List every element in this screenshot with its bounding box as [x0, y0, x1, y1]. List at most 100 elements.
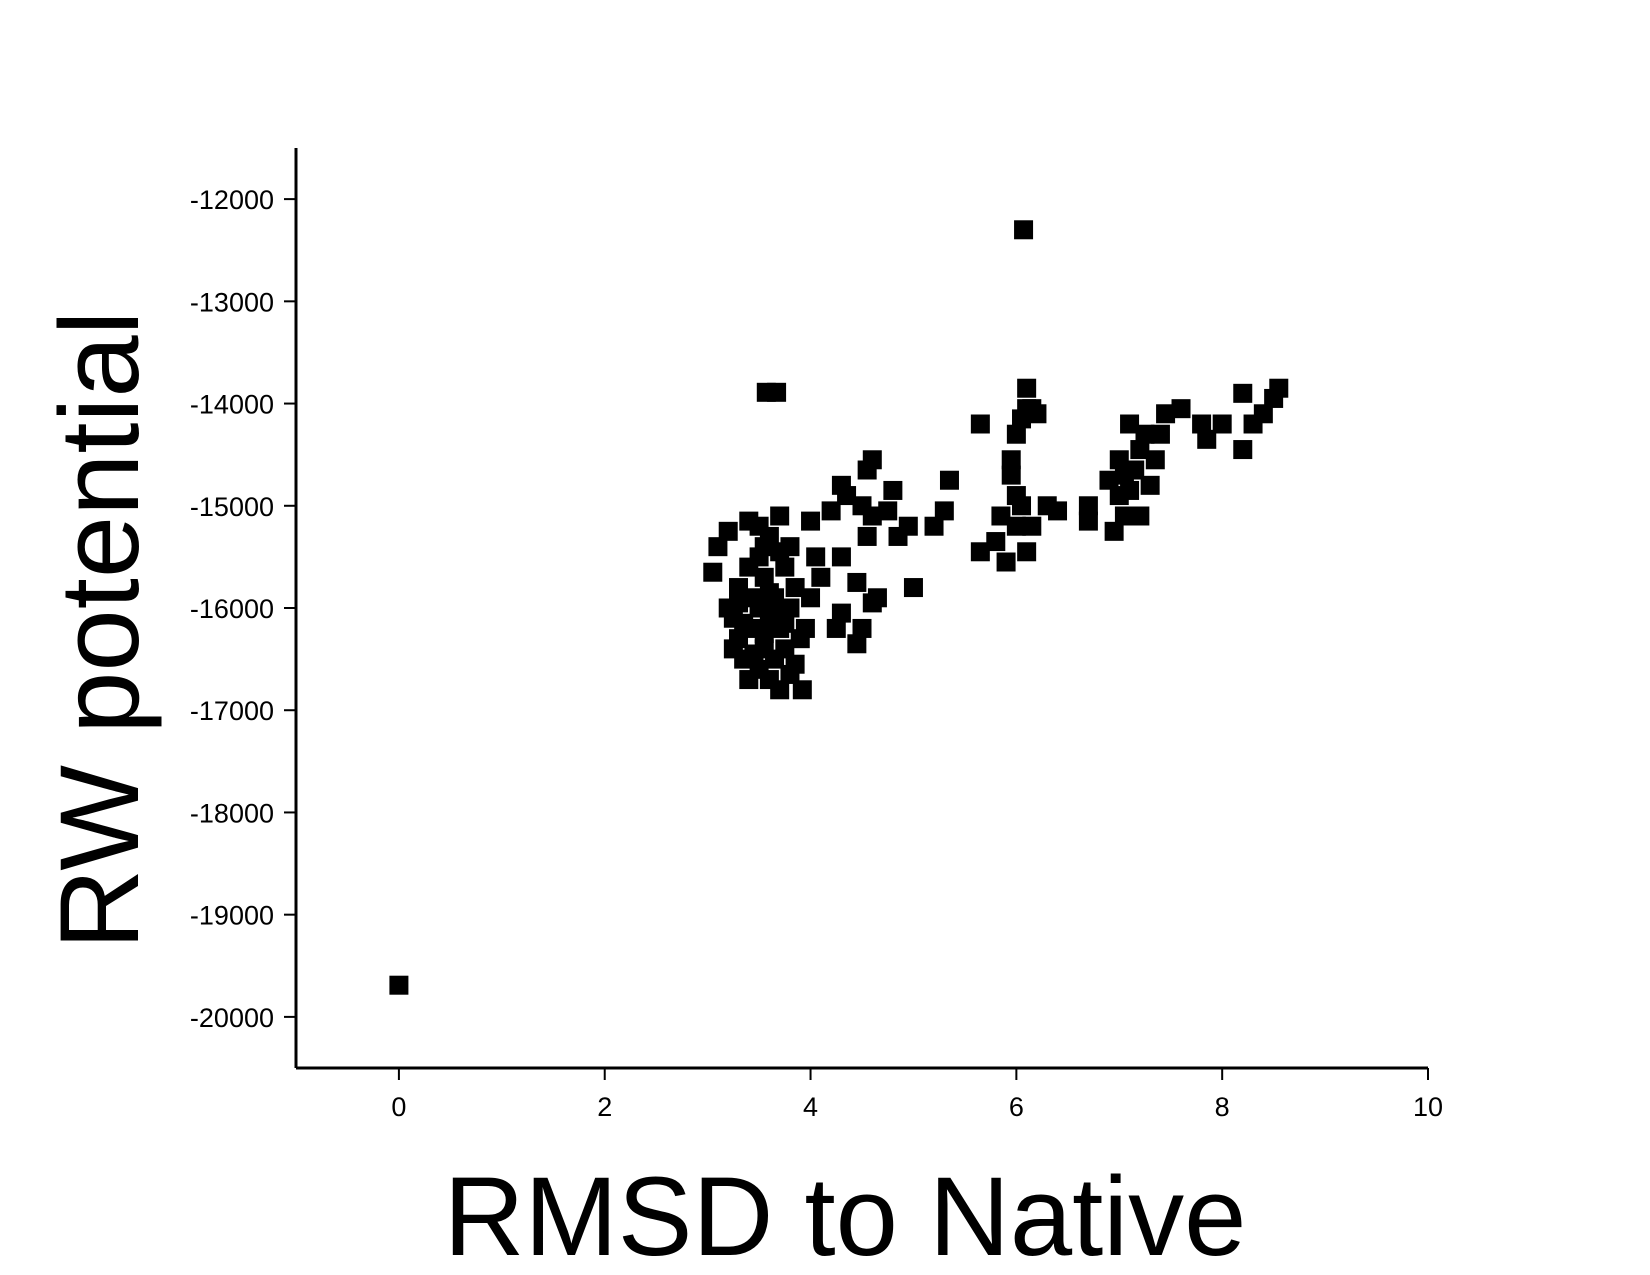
point — [718, 521, 738, 541]
point — [986, 532, 1006, 552]
point — [811, 567, 831, 587]
point — [1156, 404, 1176, 424]
point — [1001, 450, 1021, 470]
point — [754, 624, 774, 644]
x-tick-label: 10 — [1413, 1092, 1443, 1122]
point — [734, 613, 754, 633]
y-tick-label: -19000 — [190, 901, 274, 931]
point — [826, 618, 846, 638]
point — [847, 572, 867, 592]
point — [1145, 450, 1165, 470]
point — [831, 603, 851, 623]
point — [723, 639, 743, 659]
point — [1006, 516, 1026, 536]
point — [1212, 414, 1232, 434]
point — [1012, 496, 1032, 516]
point — [775, 613, 795, 633]
y-tick-label: -20000 — [190, 1003, 274, 1033]
point — [831, 547, 851, 567]
point — [1197, 429, 1217, 449]
point — [1104, 521, 1124, 541]
point — [749, 516, 769, 536]
point — [1078, 496, 1098, 516]
point — [780, 598, 800, 618]
point — [795, 618, 815, 638]
point — [1014, 220, 1034, 240]
point — [1099, 470, 1119, 490]
point — [1135, 424, 1155, 444]
point — [1022, 516, 1042, 536]
point — [924, 516, 944, 536]
point — [780, 537, 800, 557]
y-tick-label: -15000 — [190, 492, 274, 522]
point — [970, 414, 990, 434]
point — [785, 578, 805, 598]
point — [847, 634, 867, 654]
point — [898, 516, 918, 536]
point — [754, 537, 774, 557]
point — [1078, 511, 1098, 531]
point — [1017, 378, 1037, 398]
x-tick-label: 2 — [597, 1092, 612, 1122]
point — [1233, 440, 1253, 460]
x-tick-label: 6 — [1009, 1092, 1024, 1122]
point — [1150, 424, 1170, 444]
point — [1120, 480, 1140, 500]
point — [862, 506, 882, 526]
point — [759, 583, 779, 603]
point — [1027, 404, 1047, 424]
point — [1001, 465, 1021, 485]
point — [1006, 424, 1026, 444]
point — [857, 526, 877, 546]
point — [792, 680, 812, 700]
point — [852, 618, 872, 638]
point — [883, 480, 903, 500]
point — [903, 578, 923, 598]
point — [1192, 414, 1212, 434]
point — [867, 588, 887, 608]
point — [1171, 399, 1191, 419]
y-tick-label: -13000 — [190, 287, 274, 317]
point — [775, 557, 795, 577]
point — [991, 506, 1011, 526]
point — [878, 501, 898, 521]
point — [708, 537, 728, 557]
y-tick-label: -12000 — [190, 185, 274, 215]
point — [1109, 450, 1129, 470]
point — [806, 547, 826, 567]
point — [996, 552, 1016, 572]
point — [801, 588, 821, 608]
point — [1125, 460, 1145, 480]
point — [739, 557, 759, 577]
point — [767, 382, 787, 402]
point — [934, 501, 954, 521]
point — [785, 654, 805, 674]
point — [770, 506, 790, 526]
x-tick-label: 8 — [1215, 1092, 1230, 1122]
point — [729, 578, 749, 598]
point — [1253, 404, 1273, 424]
point — [939, 470, 959, 490]
point — [1114, 506, 1134, 526]
y-tick-label: -14000 — [190, 390, 274, 420]
point — [1017, 542, 1037, 562]
point — [821, 501, 841, 521]
point — [1140, 475, 1160, 495]
point — [775, 639, 795, 659]
point — [1130, 506, 1150, 526]
point — [1130, 440, 1150, 460]
y-axis-title: RW potential — [37, 310, 162, 949]
point — [1120, 414, 1140, 434]
point — [970, 542, 990, 562]
point — [1048, 501, 1068, 521]
y-tick-label: -16000 — [190, 594, 274, 624]
point — [754, 567, 774, 587]
point — [703, 562, 723, 582]
point — [1233, 383, 1253, 403]
y-tick-label: -18000 — [190, 798, 274, 828]
point — [389, 975, 409, 995]
point — [718, 598, 738, 618]
x-tick-label: 0 — [391, 1092, 406, 1122]
